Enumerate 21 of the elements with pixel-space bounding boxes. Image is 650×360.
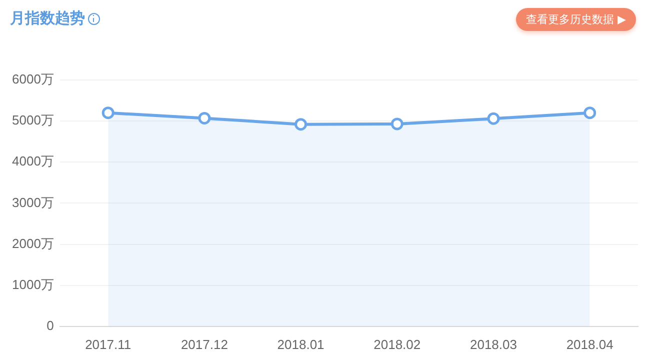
x-tick-label: 2018.04 [566,336,614,352]
y-tick-label: 5000万 [12,112,54,128]
point [102,106,114,120]
text: 查看更多历史数据 ▶ [516,8,636,31]
x-tick-label: 2017.12 [180,336,228,352]
y-tick-label: 6000万 [12,72,54,87]
y-tick-label: 4000万 [12,154,54,169]
y-tick-label: 3000万 [12,194,54,210]
point [390,118,404,130]
x-tick-label: 2017.11 [85,336,132,352]
x-tick-label: 2018.01 [277,336,324,352]
x-tick-label: 2018.03 [470,336,517,352]
y-tick-label: 1000万 [12,276,54,292]
point [198,112,211,124]
y-tick-label: 2000万 [12,236,54,251]
point [294,118,308,131]
point [584,106,596,120]
chart-title: 月指数趋势 [10,9,85,28]
y-tick-label: 0 [46,318,54,333]
point [487,112,500,125]
x-tick-label: 2018.02 [374,336,421,352]
